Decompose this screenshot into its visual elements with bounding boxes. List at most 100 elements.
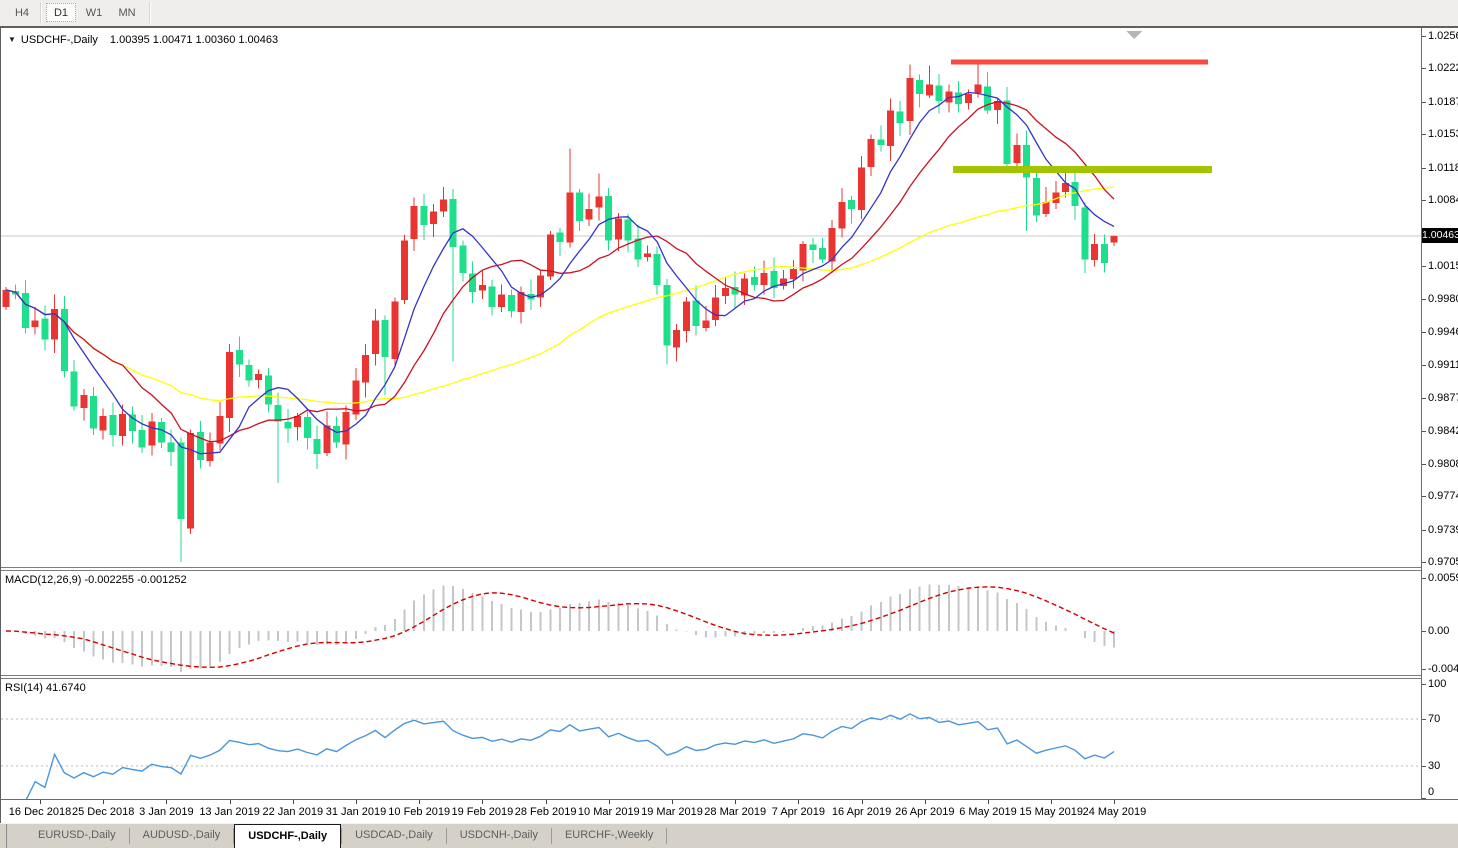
date-axis-tick: [988, 800, 989, 804]
collapse-triangle-icon[interactable]: ▼: [8, 35, 16, 44]
macd-histogram: [14, 584, 1116, 673]
date-axis-label: 24 May 2019: [1082, 806, 1147, 818]
rsi-axis-label: 0: [1428, 786, 1435, 798]
current-price-badge: 1.00463: [1422, 228, 1458, 243]
price-pane[interactable]: ▼ USDCHF-,Daily 1.00395 1.00471 1.00360 1.…: [1, 28, 1421, 567]
price-axis-tick: [1422, 266, 1426, 268]
date-axis-label: 16 Dec 2018: [8, 806, 72, 818]
macd-axis-tick: [1422, 668, 1426, 670]
rsi-axis-tick: [1422, 719, 1426, 720]
date-axis-label: 28 Mar 2019: [704, 806, 767, 818]
ma-line-13: [5, 101, 1115, 443]
timeframe-button-d1[interactable]: D1: [46, 3, 76, 22]
price-axis-label: 0.97390: [1428, 523, 1458, 536]
chart-tab-bar: EURUSD-,Daily AUDUSD-,Daily USDCHF-,Daily U…: [0, 823, 1458, 848]
price-axis-label: 1.02220: [1428, 62, 1458, 75]
date-axis-label: 19 Feb 2019: [451, 806, 514, 818]
price-chart-canvas[interactable]: [1, 28, 1421, 567]
macd-axis-tick: [1422, 577, 1426, 579]
rsi-pane[interactable]: RSI(14) 41.6740: [1, 679, 1421, 800]
rsi-canvas[interactable]: [1, 679, 1421, 800]
chart-tab-usdchf-daily[interactable]: USDCHF-,Daily: [234, 824, 342, 848]
rsi-axis-label: 100: [1428, 677, 1447, 690]
macd-signal-line: [5, 586, 1115, 669]
date-axis-tick: [608, 800, 610, 804]
tab-divider: [666, 828, 668, 844]
tab-divider: [445, 828, 447, 844]
date-axis-tick: [356, 800, 357, 804]
rsi-axis-tick: [1422, 683, 1426, 685]
date-axis-tick: [419, 800, 421, 804]
date-axis-tick: [545, 800, 547, 804]
chart-ohlc-values: 1.00395 1.00471 1.00360 1.00463: [109, 34, 279, 46]
price-axis-label: 1.01180: [1428, 161, 1458, 174]
price-axis-label: 0.98080: [1428, 457, 1458, 470]
date-axis-tick: [292, 800, 294, 804]
date-axis-tick: [103, 800, 105, 804]
date-axis-label: 10 Mar 2019: [577, 806, 640, 818]
rsi-axis-label: 70: [1428, 713, 1441, 725]
price-axis-label: 1.00840: [1428, 194, 1458, 207]
rsi-axis-label: 30: [1428, 760, 1441, 772]
price-axis-label: 0.98420: [1428, 425, 1458, 438]
price-axis-label: 0.98770: [1428, 391, 1458, 404]
chart-tab-usdcad-daily[interactable]: USDCAD-,Daily: [355, 829, 433, 841]
macd-axis-label: -0.00424: [1428, 662, 1458, 675]
price-axis-label: 0.99800: [1428, 293, 1458, 306]
chart-tab-usdcnh-daily[interactable]: USDCNH-,Daily: [459, 829, 538, 841]
date-axis-tick: [735, 800, 737, 804]
rsi-indicator-label: RSI(14) 41.6740: [5, 682, 86, 694]
date-axis-tick: [1051, 800, 1053, 804]
price-axis-tick: [1422, 496, 1426, 498]
support-line[interactable]: [953, 166, 1212, 174]
timeframe-button-mn[interactable]: MN: [112, 3, 142, 22]
chart-tab-eurchf-weekly[interactable]: EURCHF-,Weekly: [564, 829, 654, 841]
price-axis-label: 0.97740: [1428, 490, 1458, 503]
macd-indicator-label: MACD(12,26,9) -0.002255 -0.001252: [5, 574, 187, 586]
chart-window: ▼ USDCHF-,Daily 1.00395 1.00471 1.00360 1.…: [0, 26, 1458, 825]
date-axis-tick: [229, 800, 231, 804]
date-axis-label: 28 Feb 2019: [514, 806, 577, 818]
price-axis-tick: [1422, 68, 1426, 70]
tab-divider: [233, 828, 235, 844]
ma-line-7: [5, 91, 1115, 455]
chart-tab-audusd-daily[interactable]: AUDUSD-,Daily: [142, 829, 221, 841]
macd-canvas[interactable]: [1, 571, 1421, 675]
date-axis-tick: [798, 800, 800, 804]
price-axis[interactable]: 1.00463 1.02560 1.02220 1.01870 1.01530 1.01…: [1421, 28, 1458, 799]
date-axis-tick: [40, 800, 41, 804]
pane-separator[interactable]: [1, 567, 1458, 571]
tab-divider: [128, 828, 130, 844]
chart-shift-marker-icon[interactable]: [1126, 31, 1142, 39]
price-axis-tick: [1422, 331, 1426, 333]
price-axis-tick: [1422, 463, 1426, 465]
price-axis-tick: [1422, 299, 1426, 301]
price-axis-tick: [1422, 200, 1426, 202]
date-axis-tick: [1114, 800, 1116, 804]
rsi-axis-tick: [1422, 798, 1426, 799]
rsi-line: [25, 713, 1115, 800]
rsi-axis-tick: [1422, 766, 1426, 767]
macd-pane[interactable]: MACD(12,26,9) -0.002255 -0.001252: [1, 571, 1421, 675]
date-axis-tick: [672, 800, 673, 804]
macd-axis-label: 0.00597: [1428, 571, 1458, 584]
date-axis-label: 26 Apr 2019: [895, 806, 955, 818]
timeframe-button-h4[interactable]: H4: [7, 3, 37, 22]
chart-title: ▼ USDCHF-,Daily 1.00395 1.00471 1.00360 1.…: [8, 34, 278, 46]
timeframe-button-w1[interactable]: W1: [79, 3, 109, 22]
resistance-line[interactable]: [951, 59, 1208, 65]
date-axis-label: 19 Mar 2019: [641, 806, 703, 818]
timeframe-toolbar: H4 D1 W1 MN: [0, 0, 1458, 26]
date-axis-label: 13 Jan 2019: [199, 806, 260, 818]
macd-axis-tick: [1422, 631, 1426, 632]
price-axis-tick: [1422, 397, 1426, 399]
date-axis-label: 10 Feb 2019: [388, 806, 451, 818]
pane-separator[interactable]: [1, 675, 1458, 679]
chart-symbol-label: USDCHF-,Daily: [20, 34, 98, 46]
date-axis-tick: [924, 800, 926, 804]
price-axis-tick: [1422, 431, 1426, 433]
date-axis-label: 22 Jan 2019: [262, 806, 324, 818]
tab-divider: [550, 828, 552, 844]
chart-tab-eurusd-daily[interactable]: EURUSD-,Daily: [38, 829, 116, 841]
date-axis[interactable]: 16 Dec 2018 25 Dec 2018 3 Jan 2019 13 Jan 2…: [1, 799, 1458, 825]
